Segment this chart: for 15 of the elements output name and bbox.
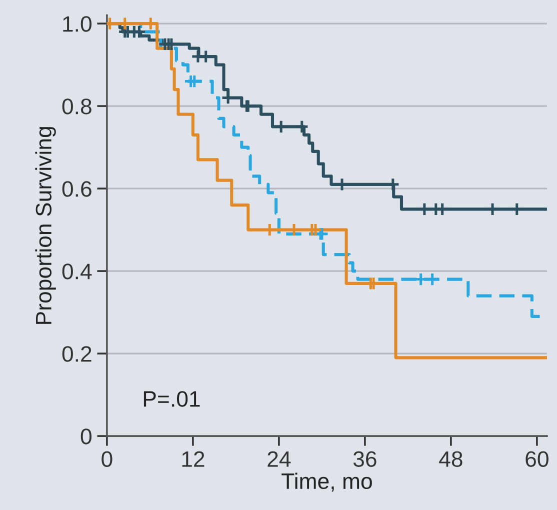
annotation: P=.01 <box>144 391 200 407</box>
y-tick-label: 1.0 <box>63 16 92 32</box>
x-tick-label: 0 <box>102 451 112 467</box>
y-tick-label: 0.8 <box>62 98 92 114</box>
x-tick-label: 24 <box>268 451 291 467</box>
y-tick-label: 0.4 <box>62 264 92 280</box>
x-tick-label: 48 <box>439 451 462 467</box>
y-tick-label: 0.6 <box>62 181 92 197</box>
y-tick-label: 0.2 <box>62 346 92 362</box>
x-axis-title: Time, mo <box>282 472 372 492</box>
y-axis-title: Proportion Surviving <box>35 127 56 324</box>
y-tick-label: 0 <box>80 428 92 444</box>
x-tick-label: 60 <box>526 451 548 467</box>
x-tick-label: 36 <box>353 451 376 467</box>
x-tick-label: 12 <box>182 451 204 467</box>
